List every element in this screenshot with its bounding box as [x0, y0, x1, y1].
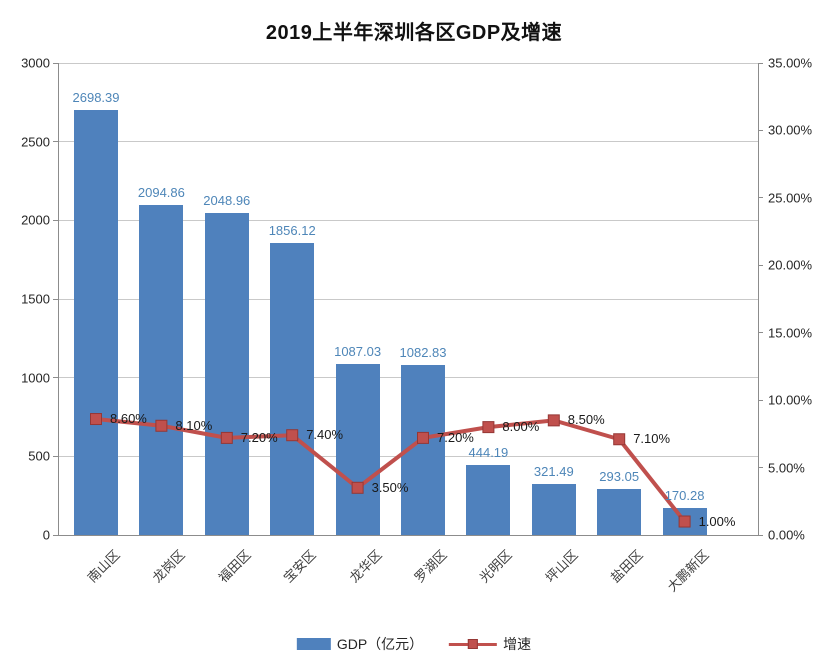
right-axis-tick: [758, 264, 763, 266]
left-axis-tick: [53, 534, 58, 536]
right-axis-tick-label: 35.00%: [768, 55, 813, 71]
category-label-南山区: 南山区: [84, 547, 123, 586]
right-axis-tick-label: 30.00%: [768, 122, 813, 138]
gridline-1500: [58, 298, 758, 300]
left-axis-tick-label: 2500: [21, 134, 50, 150]
gdp-bar-value-label: 293.05: [599, 468, 640, 484]
gdp-bar-value-label: 2048.96: [203, 192, 251, 208]
category-label-坪山区: 坪山区: [542, 547, 581, 586]
category-label-龙华区: 龙华区: [346, 547, 385, 586]
gdp-bar-宝安区: [270, 242, 315, 535]
growth-value-label: 7.40%: [306, 427, 344, 443]
legend-label-growth: 增速: [503, 636, 532, 652]
category-label-光明区: 光明区: [476, 547, 516, 586]
right-axis-line: [758, 63, 759, 536]
gdp-bar-value-label: 2698.39: [72, 90, 120, 106]
right-axis-tick-label: 15.00%: [768, 325, 813, 341]
growth-marker-光明区: [482, 421, 495, 434]
growth-marker-坪山区: [547, 414, 560, 427]
right-axis-tick: [758, 129, 763, 131]
category-label-大鹏新区: 大鹏新区: [663, 547, 712, 595]
growth-value-label: 8.00%: [502, 419, 540, 435]
gdp-bar-福田区: [204, 212, 249, 535]
gdp-bar-坪山区: [531, 484, 576, 535]
left-axis-tick: [53, 62, 58, 64]
growth-value-label: 8.50%: [567, 412, 605, 428]
growth-line-swatch-icon: [449, 638, 498, 650]
gdp-bar-value-label: 1856.12: [268, 222, 316, 238]
left-axis-tick-label: 1500: [21, 291, 50, 307]
gdp-bar-盐田区: [597, 488, 642, 535]
gdp-bar-swatch-icon: [296, 638, 331, 650]
right-axis-tick-label: 25.00%: [768, 190, 813, 206]
right-axis-tick-label: 20.00%: [768, 257, 813, 273]
right-axis-tick: [758, 534, 763, 536]
category-label-龙岗区: 龙岗区: [149, 547, 189, 586]
gdp-bar-value-label: 1082.83: [399, 344, 447, 360]
gdp-bar-value-label: 1087.03: [334, 343, 382, 359]
growth-value-label: 8.60%: [110, 411, 147, 427]
left-axis-tick-label: 1000: [21, 370, 50, 386]
right-axis-tick-label: 0.00%: [768, 527, 805, 543]
growth-value-label: 3.50%: [371, 479, 409, 495]
left-axis-tick: [53, 219, 58, 221]
legend: GDP（亿元） 增速: [296, 634, 531, 654]
left-axis-tick-label: 0: [42, 527, 50, 543]
right-axis-tick-label: 10.00%: [768, 392, 813, 408]
legend-label-gdp: GDP（亿元）: [336, 636, 424, 652]
right-axis-tick-label: 5.00%: [768, 460, 805, 476]
right-axis-tick: [758, 467, 763, 469]
growth-line-marker-icon: [468, 638, 479, 649]
gdp-bar-value-label: 444.19: [468, 445, 509, 461]
growth-value-label: 1.00%: [698, 513, 736, 529]
left-axis-tick-label: 500: [28, 448, 50, 464]
growth-marker-盐田区: [613, 433, 626, 446]
category-label-盐田区: 盐田区: [607, 547, 646, 586]
growth-value-label: 7.20%: [240, 429, 278, 445]
gdp-bar-光明区: [466, 465, 511, 535]
left-axis-tick-label: 2000: [21, 212, 50, 228]
left-axis-tick: [53, 455, 58, 457]
chart-title: 2019上半年深圳各区GDP及增速: [265, 22, 563, 44]
left-axis-line: [58, 63, 59, 536]
gridline-2000: [58, 219, 758, 221]
left-axis-tick: [53, 377, 58, 379]
left-axis-tick-label: 3000: [21, 55, 50, 71]
left-axis-tick: [53, 298, 58, 300]
growth-value-label: 7.10%: [633, 431, 671, 447]
gdp-bar-罗湖区: [401, 364, 445, 535]
right-axis-tick: [758, 197, 763, 199]
legend-item-growth: 增速: [449, 634, 531, 654]
left-axis-tick: [53, 141, 58, 143]
right-axis-tick: [758, 332, 763, 334]
right-axis-tick: [758, 62, 763, 64]
category-label-罗湖区: 罗湖区: [411, 547, 450, 586]
gdp-bar-南山区: [74, 110, 118, 535]
category-label-福田区: 福田区: [215, 547, 254, 586]
gdp-bar-value-label: 170.28: [664, 488, 705, 504]
bottom-axis-line: [58, 535, 759, 536]
gdp-bar-龙岗区: [139, 205, 184, 535]
legend-item-gdp: GDP（亿元）: [296, 634, 424, 654]
gridline-2500: [58, 141, 758, 143]
right-axis-tick: [758, 399, 763, 401]
gridline-3000: [58, 62, 758, 64]
category-label-宝安区: 宝安区: [280, 547, 319, 586]
growth-value-label: 7.20%: [437, 429, 474, 445]
gdp-bar-龙华区: [335, 363, 380, 535]
gdp-bar-value-label: 2094.86: [137, 185, 185, 201]
growth-value-label: 8.10%: [175, 417, 213, 433]
